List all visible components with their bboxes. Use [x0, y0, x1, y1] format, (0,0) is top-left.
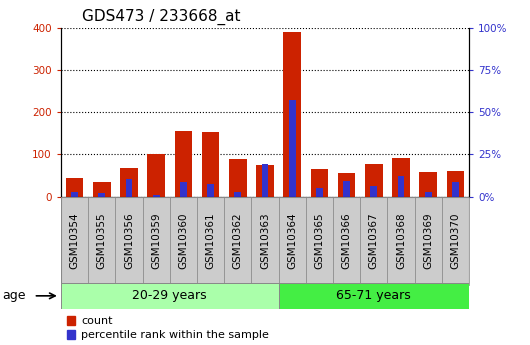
Bar: [333, 197, 360, 285]
Bar: [120, 168, 138, 197]
Bar: [279, 283, 469, 309]
Bar: [229, 159, 246, 197]
Text: GSM10365: GSM10365: [314, 212, 324, 269]
Text: GSM10355: GSM10355: [97, 212, 107, 269]
Bar: [147, 154, 165, 197]
Bar: [279, 197, 306, 285]
Text: GSM10367: GSM10367: [369, 212, 379, 269]
Bar: [398, 176, 404, 197]
Text: GSM10359: GSM10359: [151, 212, 161, 269]
Text: GSM10370: GSM10370: [450, 213, 461, 269]
Bar: [262, 164, 268, 197]
Bar: [284, 32, 301, 197]
Text: GSM10361: GSM10361: [206, 212, 216, 269]
Bar: [392, 158, 410, 197]
Text: 20-29 years: 20-29 years: [132, 289, 207, 302]
Bar: [338, 174, 356, 197]
Bar: [202, 132, 219, 197]
Bar: [360, 197, 387, 285]
Text: GSM10362: GSM10362: [233, 212, 243, 269]
Bar: [425, 191, 431, 197]
Bar: [116, 197, 143, 285]
Bar: [99, 193, 105, 197]
Bar: [343, 181, 350, 197]
Text: GSM10369: GSM10369: [423, 212, 433, 269]
Bar: [234, 191, 241, 197]
Text: GSM10368: GSM10368: [396, 212, 406, 269]
Bar: [71, 193, 78, 197]
Text: GSM10360: GSM10360: [179, 213, 188, 269]
Bar: [224, 197, 251, 285]
Bar: [61, 283, 279, 309]
Bar: [197, 197, 224, 285]
Bar: [256, 165, 274, 197]
Bar: [93, 182, 111, 197]
Bar: [251, 197, 279, 285]
Bar: [365, 164, 383, 197]
Bar: [316, 188, 323, 197]
Text: age: age: [3, 289, 26, 302]
Bar: [419, 172, 437, 197]
Bar: [174, 131, 192, 197]
Bar: [311, 169, 328, 197]
Bar: [370, 186, 377, 197]
Legend: count, percentile rank within the sample: count, percentile rank within the sample: [66, 316, 269, 340]
Text: GDS473 / 233668_at: GDS473 / 233668_at: [82, 9, 241, 25]
Bar: [414, 197, 442, 285]
Text: GSM10364: GSM10364: [287, 212, 297, 269]
Bar: [180, 182, 187, 197]
Text: GSM10366: GSM10366: [342, 212, 351, 269]
Bar: [88, 197, 116, 285]
Bar: [289, 100, 296, 197]
Bar: [207, 184, 214, 197]
Bar: [447, 171, 464, 197]
Bar: [143, 197, 170, 285]
Text: GSM10363: GSM10363: [260, 212, 270, 269]
Bar: [452, 182, 459, 197]
Bar: [170, 197, 197, 285]
Bar: [306, 197, 333, 285]
Bar: [61, 197, 88, 285]
Bar: [66, 178, 83, 197]
Bar: [442, 197, 469, 285]
Bar: [387, 197, 414, 285]
Text: 65-71 years: 65-71 years: [337, 289, 411, 302]
Text: GSM10354: GSM10354: [69, 212, 80, 269]
Text: GSM10356: GSM10356: [124, 212, 134, 269]
Bar: [153, 195, 160, 197]
Bar: [126, 179, 132, 197]
